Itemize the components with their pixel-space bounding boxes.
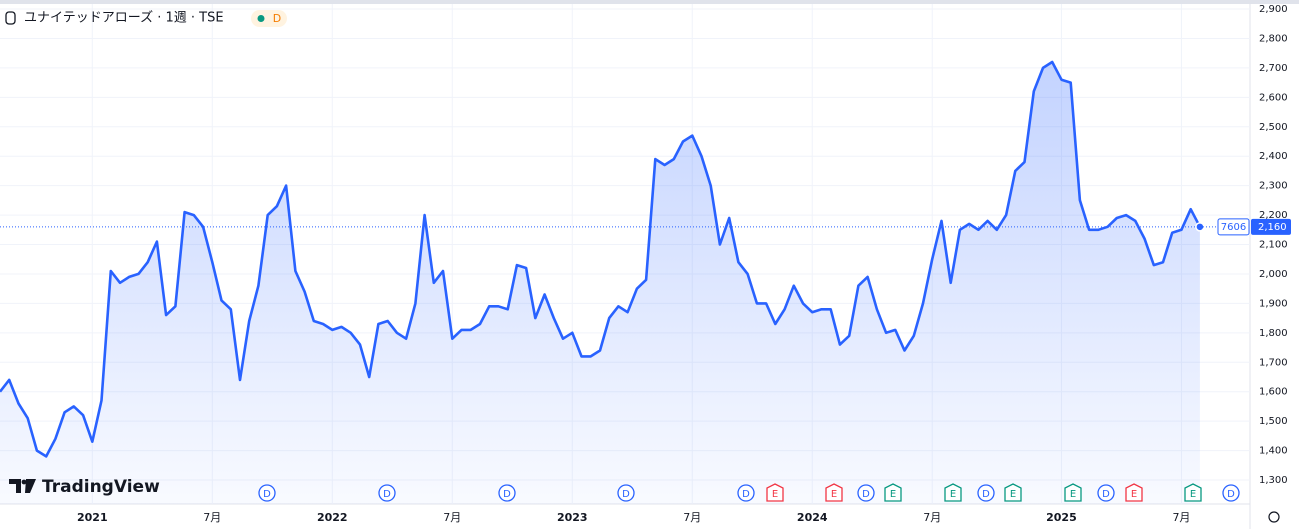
y-tick-label: 2,800 (1259, 33, 1288, 44)
area (0, 62, 1200, 504)
event-label: E (1010, 489, 1016, 500)
y-tick-label: 2,700 (1259, 63, 1288, 74)
logo-dot (21, 479, 27, 485)
y-tick-label: 1,900 (1259, 298, 1288, 309)
event-label: D (862, 489, 870, 500)
x-tick-label: 7月 (1172, 511, 1190, 524)
event-label: D (742, 489, 750, 500)
event-marker (766, 483, 784, 502)
x-tick-label: 7月 (923, 511, 941, 524)
x-tick-label: 2023 (557, 511, 588, 524)
event-marker (498, 484, 516, 502)
y-tick-label: 2,900 (1259, 4, 1288, 15)
x-tick-label: 7月 (683, 511, 701, 524)
event-marker (977, 484, 995, 502)
price-tag (1251, 218, 1291, 235)
symbol-code: 7606 (1221, 222, 1246, 233)
y-tick-label: 1,500 (1259, 416, 1288, 427)
event-marker (1184, 483, 1202, 502)
price-line (0, 60, 1202, 458)
brand-name: TradingView (42, 477, 160, 497)
settings-icon[interactable] (1268, 511, 1280, 523)
chart-title: ユナイテッドアローズ · 1週 · TSE (24, 10, 224, 26)
event-marker (1097, 484, 1115, 502)
x-tick-label: 2025 (1046, 511, 1077, 524)
status-dot (257, 15, 265, 22)
x-tick-label: 2024 (797, 511, 828, 524)
y-tick-label: 2,400 (1259, 151, 1288, 162)
event-marker (884, 483, 902, 502)
event-label: E (890, 489, 896, 500)
event-label: E (772, 489, 778, 500)
event-marker (825, 483, 843, 502)
y-tick-label: 2,300 (1259, 181, 1288, 192)
brand-logo: TradingView (9, 477, 160, 497)
event-label: E (1070, 489, 1076, 500)
last-price-label: 2,160 (1258, 222, 1287, 233)
y-tick-label: 1,300 (1259, 475, 1288, 486)
event-label: E (950, 489, 956, 500)
y-tick-label: 2,100 (1259, 240, 1288, 251)
event-marker (1125, 483, 1143, 502)
event-marker (378, 484, 396, 502)
top-bar (0, 0, 1299, 4)
event-label: D (503, 489, 511, 500)
header: ユナイテッドアローズ · 1週 · TSE D (5, 10, 287, 27)
event-label: E (831, 489, 837, 500)
event-marker (1004, 483, 1022, 502)
logo-icon (9, 479, 36, 493)
event-label: D (622, 489, 630, 500)
y-tick-label: 1,600 (1259, 387, 1288, 398)
gear[interactable] (1268, 511, 1280, 523)
event-marker (258, 484, 276, 502)
y-tick-label: 2,600 (1259, 92, 1288, 103)
y-tick-label: 2,200 (1259, 210, 1288, 221)
event-label: E (1190, 489, 1196, 500)
event-label: D (1102, 489, 1110, 500)
event-label: D (982, 489, 990, 500)
y-tick-label: 1,800 (1259, 328, 1288, 339)
event-marker (857, 484, 875, 502)
y-tick-label: 2,000 (1259, 269, 1288, 280)
event-label: E (1131, 489, 1137, 500)
event-label: D (383, 489, 391, 500)
x-tick-label: 2021 (77, 511, 108, 524)
y-tick-label: 1,700 (1259, 357, 1288, 368)
event-label: D (1227, 489, 1235, 500)
x-tick-label: 7月 (203, 511, 221, 524)
y-tick-label: 1,400 (1259, 446, 1288, 457)
event-marker (617, 484, 635, 502)
event-marker (944, 483, 962, 502)
symbol-icon (5, 11, 16, 25)
y-tick-label: 2,500 (1259, 122, 1288, 133)
x-tick-label: 2022 (317, 511, 348, 524)
event-marker (1222, 484, 1240, 502)
event-marker (1064, 483, 1082, 502)
badge (251, 10, 287, 27)
event-label: D (263, 489, 271, 500)
event-marker (737, 484, 755, 502)
interval-badge: D (273, 12, 281, 25)
x-tick-label: 7月 (443, 511, 461, 524)
symbol-tag (1217, 218, 1250, 236)
